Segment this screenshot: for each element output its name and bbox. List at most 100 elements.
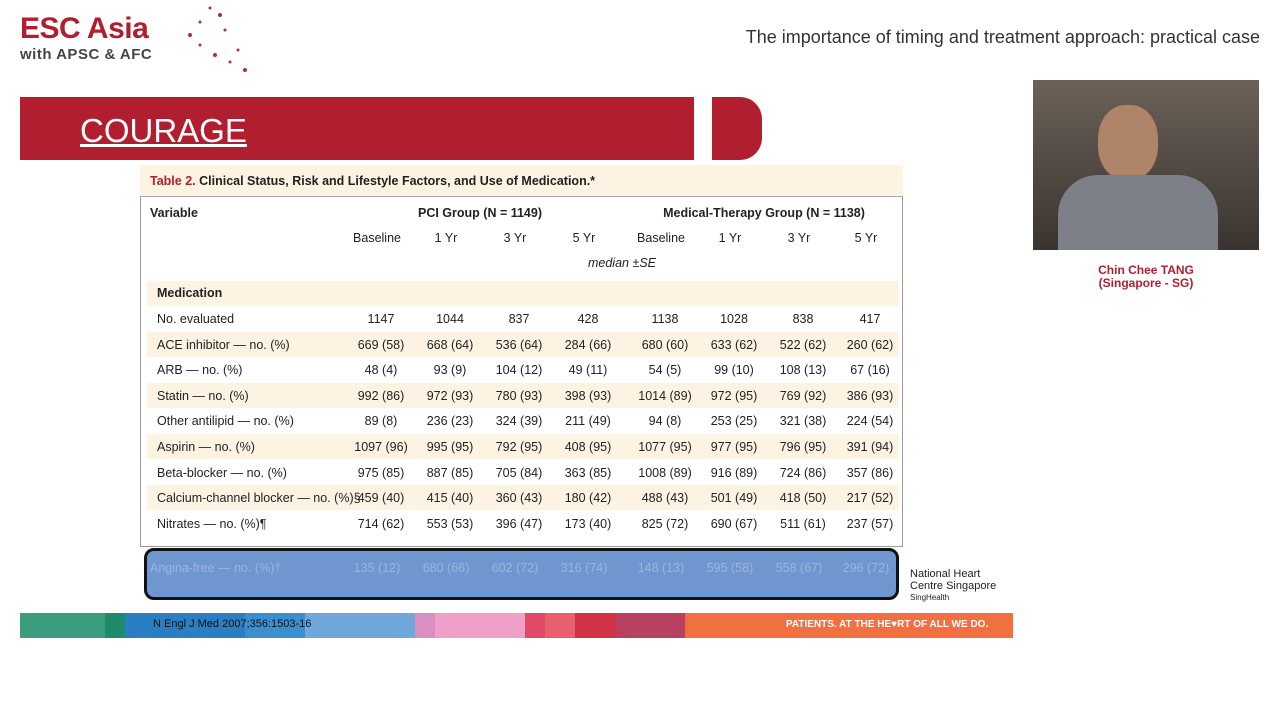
cell-value: 396 (47)	[495, 516, 543, 531]
cell-value: 705 (84)	[495, 465, 543, 480]
cell-value: 135 (12)	[353, 561, 401, 575]
cell-value: 260 (62)	[846, 337, 894, 352]
strip-segment	[415, 613, 435, 638]
cell-value: 357 (86)	[846, 465, 894, 480]
cell-value: 992 (86)	[357, 388, 405, 403]
cell-value: 1097 (96)	[354, 440, 408, 454]
row-label: ACE inhibitor — no. (%)	[157, 337, 290, 352]
cell-value: 49 (11)	[568, 363, 608, 378]
strip-segment	[105, 613, 125, 638]
strip-segment	[20, 613, 105, 638]
cell-value: 296 (72)	[842, 561, 890, 575]
cell-value: 669 (58)	[357, 337, 405, 352]
cell-value: 1014 (89)	[638, 388, 692, 403]
row-label: No. evaluated	[157, 312, 235, 326]
cell-value: 428	[577, 312, 599, 326]
cell-value: 680 (66)	[422, 561, 470, 575]
cell-value: 93 (9)	[433, 363, 467, 378]
cell-value: 522 (62)	[779, 337, 827, 352]
cell-value: 417	[859, 312, 881, 326]
cell-value: 837	[508, 312, 530, 326]
cell-value: 972 (93)	[426, 388, 474, 403]
cell-value: 391 (94)	[846, 440, 894, 454]
cell-value: 321 (38)	[779, 414, 827, 429]
highlighted-angina-row	[144, 548, 899, 600]
esc-asia-logo: ESC Asia	[20, 12, 149, 45]
timepoint-header: 3 Yr	[787, 231, 811, 245]
row-band	[147, 434, 899, 459]
citation: N Engl J Med 2007;356:1503-16	[153, 618, 312, 630]
cell-value: 48 (4)	[364, 363, 398, 378]
row-label: Aspirin — no. (%)	[157, 440, 255, 454]
medical-group-header: Medical-Therapy Group (N = 1138)	[663, 206, 865, 220]
cell-value: 724 (86)	[779, 465, 827, 480]
cell-value: 558 (67)	[775, 561, 823, 575]
esc-asia-logo-subtitle: with APSC & AFC	[20, 46, 153, 63]
timepoint-header: 1 Yr	[718, 231, 742, 245]
cell-value: 668 (64)	[426, 337, 474, 352]
cell-value: 714 (62)	[357, 516, 405, 531]
cell-value: 415 (40)	[426, 491, 474, 506]
slogan: PATIENTS. AT THE HE♥RT OF ALL WE DO.	[786, 619, 989, 630]
cell-value: 780 (93)	[495, 388, 543, 403]
variable-header: Variable	[150, 206, 198, 220]
globe-dots-graphic	[188, 6, 247, 72]
row-band	[147, 382, 899, 408]
row-label: Calcium-channel blocker — no. (%)§	[157, 491, 361, 506]
cell-value: 633 (62)	[710, 337, 758, 352]
row-label: ARB — no. (%)	[157, 363, 243, 378]
row-band	[147, 485, 899, 511]
color-strip-footer	[20, 613, 1013, 638]
cell-value: 977 (95)	[710, 440, 758, 454]
cell-value: 501 (49)	[710, 491, 758, 506]
cell-value: 602 (72)	[491, 561, 539, 575]
cell-value: 316 (74)	[560, 561, 608, 575]
cell-value: 680 (60)	[641, 337, 689, 352]
cell-value: 217 (52)	[846, 491, 894, 506]
cell-value: 94 (8)	[648, 414, 682, 429]
strip-segment	[575, 613, 615, 638]
cell-value: 916 (89)	[710, 465, 758, 480]
talk-title: The importance of timing and treatment a…	[745, 27, 1260, 47]
timepoint-header: 3 Yr	[503, 231, 527, 245]
cell-value: 236 (23)	[426, 414, 474, 429]
section-medication: Medication	[157, 286, 223, 300]
cell-value: 595 (58)	[706, 561, 754, 575]
cell-value: 180 (42)	[564, 491, 612, 506]
cell-value: 995 (95)	[426, 440, 474, 454]
cell-value: 796 (95)	[779, 440, 827, 454]
row-label: Statin — no. (%)	[157, 388, 249, 403]
banner-tab	[712, 97, 762, 160]
cell-value: 1147	[367, 312, 395, 326]
cell-value: 324 (39)	[495, 414, 543, 429]
cell-value: 211 (49)	[565, 414, 611, 429]
row-band	[147, 331, 899, 357]
row-label: Other antilipid — no. (%)	[157, 414, 294, 429]
cell-value: 108 (13)	[779, 363, 827, 378]
cell-value: 690 (67)	[710, 516, 758, 531]
cell-value: 825 (72)	[641, 516, 689, 531]
cell-value: 386 (93)	[846, 388, 894, 403]
cell-value: 459 (40)	[357, 491, 405, 506]
row-label: Angina-free — no. (%)†	[150, 561, 282, 575]
cell-value: 99 (10)	[714, 363, 754, 378]
speaker-location: (Singapore - SG)	[1098, 276, 1194, 290]
cell-value: 363 (85)	[564, 465, 612, 480]
cell-value: 54 (5)	[648, 363, 682, 378]
table-caption-text: Clinical Status, Risk and Lifestyle Fact…	[199, 174, 596, 188]
slide-title: COURAGE	[80, 112, 247, 149]
strip-segment	[525, 613, 545, 638]
timepoint-header: 5 Yr	[572, 231, 596, 245]
cell-value: 792 (95)	[495, 440, 543, 454]
strip-segment	[125, 613, 245, 638]
cell-value: 284 (66)	[564, 337, 612, 352]
cell-value: 488 (43)	[641, 491, 689, 506]
cell-value: 360 (43)	[495, 491, 543, 506]
cell-value: 1044	[436, 312, 464, 326]
cell-value: 838	[792, 312, 814, 326]
cell-value: 972 (95)	[710, 388, 758, 403]
cell-value: 769 (92)	[779, 388, 827, 403]
timepoint-header: Baseline	[353, 231, 401, 245]
cell-value: 89 (8)	[364, 414, 398, 429]
cell-value: 536 (64)	[495, 337, 543, 352]
